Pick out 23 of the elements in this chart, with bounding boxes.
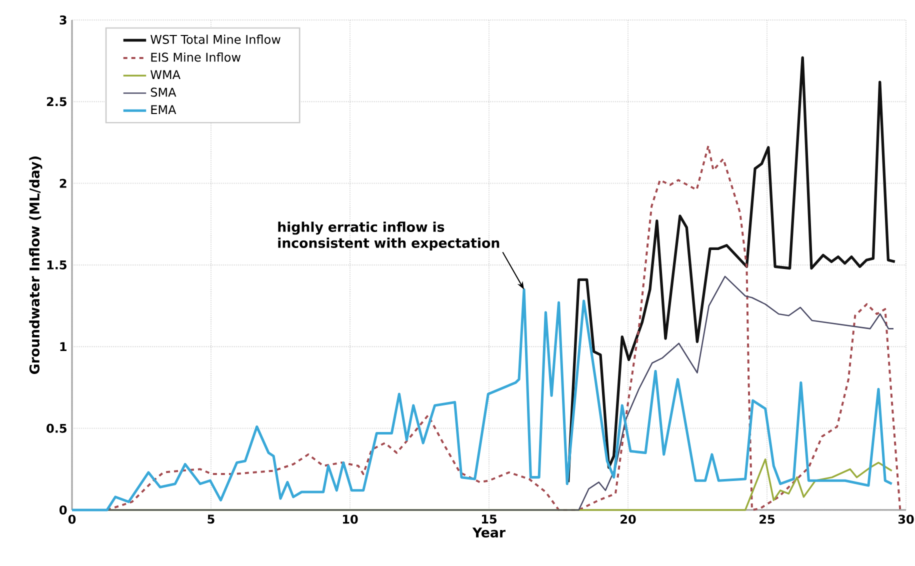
y-tick-label: 1 bbox=[60, 342, 66, 352]
x-tick-label: 30 bbox=[898, 514, 914, 524]
y-tick-label: 0 bbox=[60, 505, 67, 515]
x-tick-label: 25 bbox=[760, 514, 775, 524]
y-tick-label: 2 bbox=[60, 178, 66, 188]
legend-label: EIS Mine Inflow bbox=[151, 52, 241, 62]
x-tick-label: 5 bbox=[208, 514, 214, 524]
legend-label: WMA bbox=[150, 70, 180, 79]
y-axis-title: Groundwater Inflow (ML/day) bbox=[29, 156, 42, 374]
line-series bbox=[566, 56, 896, 484]
annotation: highly erratic inflow is inconsistent with expectation bbox=[278, 222, 500, 251]
x-axis-title: Year bbox=[472, 528, 506, 538]
x-tick-label: 0 bbox=[68, 514, 76, 524]
y-tick-label: 3 bbox=[60, 15, 66, 25]
y-tick-label: 0.5 bbox=[46, 424, 66, 433]
legend-label: SMA bbox=[150, 88, 176, 97]
x-tick-label: 15 bbox=[482, 514, 497, 524]
x-tick-label: 20 bbox=[620, 514, 636, 524]
legend-label: EMA bbox=[151, 105, 176, 114]
legend-label: WST Total Mine Inflow bbox=[150, 34, 280, 44]
x-tick-label: 10 bbox=[343, 514, 358, 524]
y-tick-label: 1.5 bbox=[47, 260, 66, 270]
y-tick-label: 2.5 bbox=[46, 97, 66, 106]
